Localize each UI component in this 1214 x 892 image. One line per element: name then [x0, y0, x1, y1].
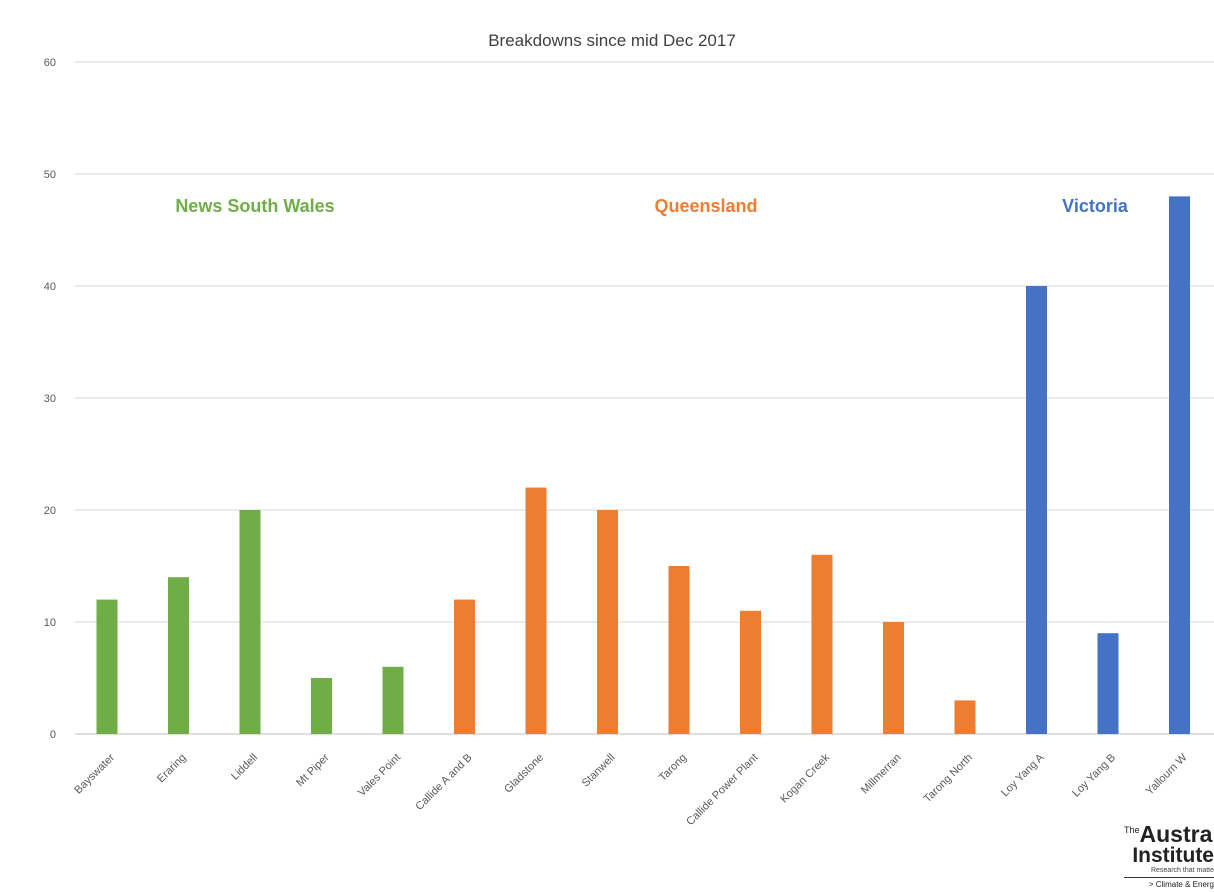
bar [1097, 633, 1119, 734]
bar [1169, 196, 1190, 734]
x-category-label: Liddell [229, 752, 260, 783]
logo-tagline: Research that matte [1150, 867, 1214, 874]
region-label: Queensland [654, 196, 757, 216]
logo-institute-text: Institute [1132, 844, 1214, 867]
y-tick-label: 0 [50, 729, 56, 741]
x-category-label: Bayswater [72, 751, 117, 796]
chart-title: Breakdowns since mid Dec 2017 [488, 31, 736, 50]
x-category-label: Tarong North [922, 752, 975, 805]
bar [811, 554, 833, 734]
x-category-label: Eraring [155, 752, 189, 786]
y-tick-label: 20 [44, 505, 56, 517]
x-category-label: Kogan Creek [778, 751, 832, 805]
gridlines [75, 61, 1214, 735]
logo-divider [1124, 877, 1214, 878]
logo-program: > Climate & Energ [1148, 880, 1214, 889]
region-label: News South Wales [175, 196, 334, 216]
x-category-label: Loy Yang A [999, 751, 1047, 799]
bar [454, 599, 475, 734]
x-axis-category-labels: Bayswater Eraring Liddell Mt Piper Vales Poi… [72, 751, 1190, 828]
bar [382, 666, 404, 734]
logo-australia-text: Australia [1139, 821, 1214, 847]
bar [597, 510, 618, 734]
x-category-label: Callide A and B [413, 752, 474, 813]
y-tick-label: 10 [44, 617, 56, 629]
bar [168, 577, 189, 734]
region-label: Victoria [1062, 196, 1129, 216]
y-tick-label: 40 [44, 281, 56, 293]
bar [954, 700, 976, 734]
logo-the-text: The [1124, 825, 1140, 835]
bar [1026, 286, 1047, 734]
bar [883, 622, 904, 734]
y-tick-label: 30 [44, 393, 56, 405]
x-category-label: Vales Point [356, 752, 403, 799]
x-category-label: Tarong [657, 752, 689, 784]
bar [96, 599, 118, 734]
australia-institute-logo: TheAustralia Institute Research that mat… [1124, 818, 1214, 892]
bar [311, 678, 332, 734]
x-category-label: Loy Yang B [1070, 752, 1118, 800]
x-category-label: Yallourn W [1144, 751, 1190, 797]
y-tick-label: 60 [44, 57, 56, 69]
bar [239, 510, 261, 734]
bar [525, 487, 547, 734]
y-axis-tick-labels: 0 10 20 30 40 50 60 [44, 57, 56, 741]
y-tick-label: 50 [44, 169, 56, 181]
bar [668, 566, 690, 734]
x-category-label: Mt Piper [294, 751, 332, 789]
bar [740, 610, 761, 734]
x-category-label: Millmerran [859, 752, 904, 797]
region-labels: News South Wales Queensland Victoria [175, 196, 1129, 216]
x-category-label: Stanwell [580, 752, 618, 790]
bars [96, 196, 1190, 734]
x-category-label: Callide Power Plant [684, 752, 760, 828]
x-category-label: Gladstone [502, 752, 546, 796]
